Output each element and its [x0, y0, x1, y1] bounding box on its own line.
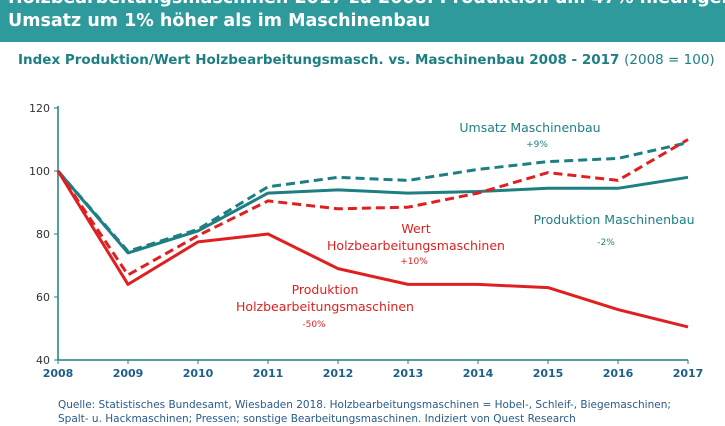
x-tick-label-2013: 2013	[393, 367, 424, 380]
x-tick-label-2008: 2008	[43, 367, 74, 380]
series-line-produktion-holzbearbeitungsmaschinen	[56, 170, 689, 329]
y-tick-label-60: 60	[36, 291, 50, 304]
y-tick-label-120: 120	[29, 102, 50, 115]
x-tick-label-2015: 2015	[533, 367, 564, 380]
chart-title-text: Index Produktion/Wert Holzbearbeitungsma…	[18, 52, 620, 68]
source-footnote: Quelle: Statistisches Bundesamt, Wiesbad…	[58, 398, 718, 426]
chart-title: Index Produktion/Wert Holzbearbeitungsma…	[18, 52, 715, 68]
label-produktion-hb-line1: Produktion	[292, 282, 359, 297]
x-tick-label-2009: 2009	[113, 367, 144, 380]
label-produktion-hb-line2: Holzbearbeitungsmaschinen	[236, 299, 414, 314]
change-produktion-maschinenbau: -2%	[597, 238, 615, 248]
source-line-1: Quelle: Statistisches Bundesamt, Wiesbad…	[58, 399, 671, 411]
y-tick-label-40: 40	[36, 354, 50, 367]
headline-banner: Holzbearbeitungsmaschinen 2017 zu 2008: …	[0, 0, 725, 42]
x-tick-label-2016: 2016	[603, 367, 634, 380]
change-produktion-holzbearbeitung: -50%	[302, 320, 326, 330]
series-line-wert-holzbearbeitungsmaschinen	[56, 138, 689, 277]
y-tick-label-100: 100	[29, 165, 50, 178]
x-tick-label-2014: 2014	[463, 367, 494, 380]
chart-title-note: (2008 = 100)	[624, 52, 715, 68]
series-line-umsatz-maschinenbau	[56, 141, 689, 253]
change-umsatz-maschinenbau: +9%	[526, 140, 548, 150]
series-line-produktion-maschinenbau	[56, 170, 689, 255]
label-wert-line2: Holzbearbeitungsmaschinen	[327, 238, 505, 253]
y-tick-label-80: 80	[36, 228, 50, 241]
label-wert-line1: Wert	[401, 221, 430, 236]
headline-line-1: Holzbearbeitungsmaschinen 2017 zu 2008: …	[8, 0, 725, 8]
source-line-2: Spalt- u. Hackmaschinen; Pressen; sonsti…	[58, 413, 576, 425]
headline-line-2: Umsatz um 1% höher als im Maschinenbau	[8, 11, 431, 31]
change-wert-holzbearbeitung: +10%	[400, 257, 428, 267]
label-produktion-maschinenbau: Produktion Maschinenbau	[533, 212, 694, 227]
x-tick-label-2017: 2017	[673, 367, 704, 380]
label-umsatz-maschinenbau: Umsatz Maschinenbau	[459, 120, 600, 135]
x-tick-label-2011: 2011	[253, 367, 284, 380]
x-tick-label-2010: 2010	[183, 367, 214, 380]
x-tick-label-2012: 2012	[323, 367, 354, 380]
